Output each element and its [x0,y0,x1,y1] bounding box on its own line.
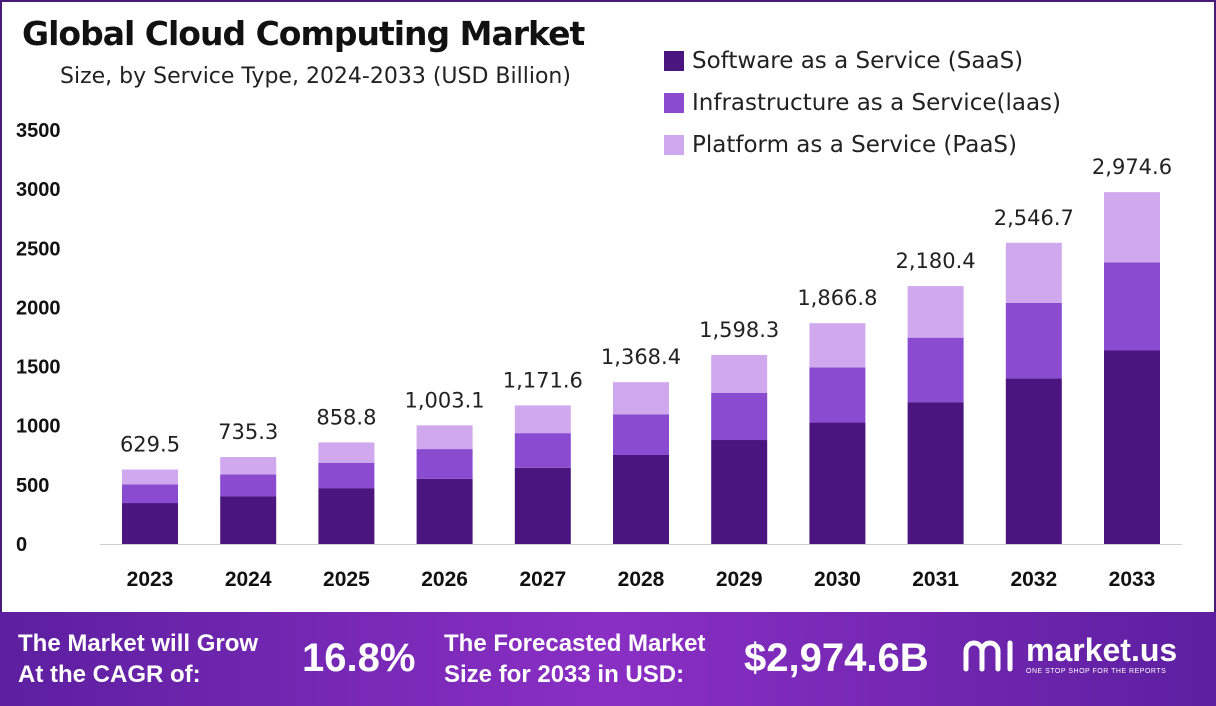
brand-tagline: ONE STOP SHOP FOR THE REPORTS [1026,668,1167,675]
bar-segment-iaas-2030 [809,367,866,423]
total-label-2031: 2,180.4 [896,249,976,273]
bar-segment-saas-2025 [318,488,375,544]
x-tick-label-2025: 2025 [323,568,370,591]
forecast-label: The Forecasted Market Size for 2033 in U… [444,628,705,690]
legend-item-saas: Software as a Service (SaaS) [664,40,1061,82]
y-tick-label: 1500 [16,357,61,379]
y-tick-label: 3000 [16,179,61,201]
bar-segment-paas-2028 [613,382,669,415]
total-label-2027: 1,171.6 [503,368,583,392]
legend-item-paas: Platform as a Service (PaaS) [664,124,1061,166]
bar-segment-iaas-2028 [613,414,669,455]
cagr-label-line-1: The Market will Grow [18,630,259,657]
total-label-2032: 2,546.7 [994,206,1074,230]
total-label-2025: 858.8 [316,405,376,429]
y-tick-label: 0 [16,534,27,556]
x-tick-label-2027: 2027 [519,568,566,591]
bar-segment-iaas-2031 [907,337,964,403]
x-tick-label-2028: 2028 [618,568,665,591]
cagr-label-line-2: At the CAGR of: [18,661,201,688]
footer-banner: The Market will Grow At the CAGR of: 16.… [0,612,1216,706]
x-tick-label-2029: 2029 [716,568,763,591]
bar-segment-paas-2023 [122,469,178,485]
total-label-2026: 1,003.1 [405,388,485,412]
legend-item-iaas: Infrastructure as a Service(laas) [664,82,1061,124]
y-tick-label: 500 [16,475,49,497]
bar-segment-iaas-2024 [220,474,277,497]
cagr-label: The Market will Grow At the CAGR of: [18,628,258,690]
x-tick-label-2030: 2030 [814,568,861,591]
chart-subtitle: Size, by Service Type, 2024-2033 (USD Bi… [60,64,571,89]
legend-swatch-paas [664,135,684,155]
legend: Software as a Service (SaaS) Infrastruct… [664,40,1061,166]
bar-segment-iaas-2029 [711,392,768,441]
bar-segment-iaas-2025 [318,462,375,489]
legend-swatch-iaas [664,93,684,113]
market-us-logo-icon [963,640,1013,671]
bar-segment-saas-2029 [711,440,768,544]
bar-segment-saas-2030 [809,422,866,544]
forecast-label-line-1: The Forecasted Market [444,630,706,657]
x-tick-label-2026: 2026 [421,568,468,591]
chart-title: Global Cloud Computing Market [22,14,585,53]
bar-segment-iaas-2026 [416,449,473,479]
x-tick-label-2031: 2031 [912,568,959,591]
bar-segment-saas-2032 [1005,378,1062,544]
brand-logo: market.us ONE STOP SHOP FOR THE REPORTS [962,634,1177,675]
bar-segment-saas-2023 [122,503,178,544]
bar-segment-saas-2031 [907,402,964,544]
total-label-2030: 1,866.8 [797,286,877,310]
cagr-value: 16.8% [302,636,416,680]
bar-segment-saas-2026 [416,478,473,544]
bar-segment-saas-2033 [1104,350,1160,544]
bar-segment-paas-2027 [514,405,571,434]
brand-name: market.us [1026,632,1178,668]
bar-segment-iaas-2027 [514,433,571,468]
y-tick-label: 1000 [16,416,61,438]
legend-label-saas: Software as a Service (SaaS) [692,48,1024,74]
legend-label-paas: Platform as a Service (PaaS) [692,132,1017,158]
bar-segment-paas-2026 [416,425,473,450]
x-tick-label-2024: 2024 [225,568,272,591]
total-label-2024: 735.3 [218,420,278,444]
legend-label-iaas: Infrastructure as a Service(laas) [692,90,1061,116]
bar-segment-paas-2032 [1005,242,1062,304]
x-tick-label-2032: 2032 [1010,568,1057,591]
forecast-value: $2,974.6B [744,636,929,680]
bar-segment-paas-2033 [1104,192,1160,263]
total-label-2033: 2,974.6 [1092,155,1172,179]
bar-segment-iaas-2032 [1005,303,1062,379]
y-tick-label: 3500 [16,120,61,142]
bar-segment-iaas-2023 [122,484,178,504]
legend-swatch-saas [664,51,684,71]
total-label-2029: 1,598.3 [699,318,779,342]
bar-segment-saas-2024 [220,496,277,544]
bar-segment-paas-2025 [318,442,375,463]
bar-segment-saas-2027 [514,467,571,544]
bar-segment-paas-2030 [809,323,866,368]
x-tick-label-2033: 2033 [1109,568,1156,591]
bar-segment-paas-2031 [907,286,964,338]
bar-segment-paas-2024 [220,457,277,475]
bar-segment-saas-2028 [613,454,669,544]
forecast-label-line-2: Size for 2033 in USD: [444,661,685,688]
y-tick-label: 2500 [16,238,61,260]
y-tick-label: 2000 [16,297,61,319]
total-label-2023: 629.5 [120,433,180,457]
total-label-2028: 1,368.4 [601,345,681,369]
bar-segment-paas-2029 [711,354,768,393]
bar-segment-iaas-2033 [1104,262,1160,351]
x-tick-label-2023: 2023 [127,568,174,591]
bar-chart: 0 500 1000 1500 2000 2500 3000 3500 629.5 2023 735… [16,120,1182,591]
